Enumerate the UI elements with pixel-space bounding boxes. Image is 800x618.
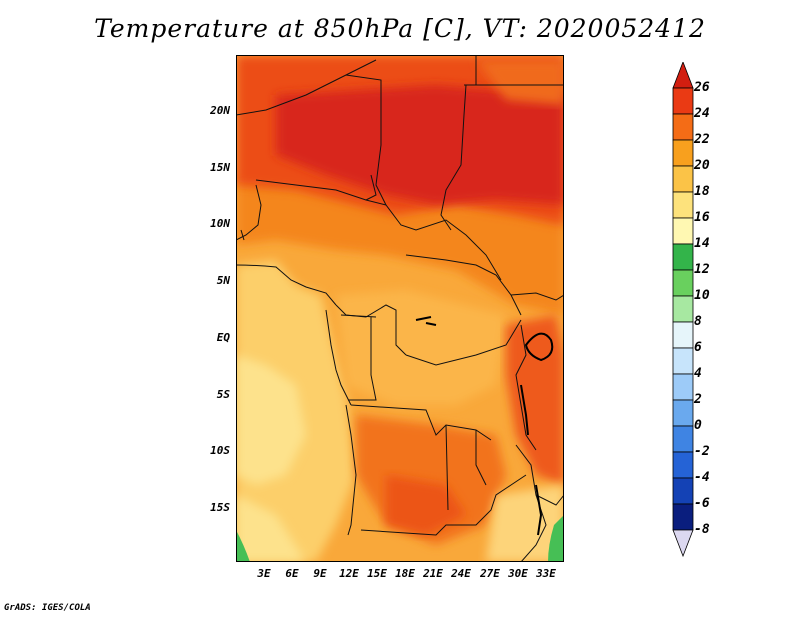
colorbar-segment (672, 321, 694, 349)
colorbar-segment (672, 529, 694, 558)
colorbar-label-neg6: -6 (694, 496, 710, 511)
temperature-map (236, 55, 564, 562)
colorbar-label-neg8: -8 (694, 522, 710, 537)
lat-label-10n: 10N (210, 217, 230, 230)
colorbar-label-6: 6 (694, 340, 702, 355)
lon-label-9e: 9E (313, 567, 327, 580)
colorbar-label-neg2: -2 (694, 444, 710, 459)
lon-label-33e: 33E (536, 567, 556, 580)
colorbar-label-0: 0 (694, 418, 702, 433)
colorbar-label-24: 24 (694, 106, 710, 121)
lon-label-30e: 30E (508, 567, 528, 580)
lon-label-18e: 18E (395, 567, 415, 580)
lon-label-12e: 12E (339, 567, 359, 580)
lat-label-10s: 10S (210, 444, 230, 457)
lon-label-6e: 6E (285, 567, 299, 580)
lon-label-15e: 15E (367, 567, 387, 580)
colorbar-segment (672, 113, 694, 141)
colorbar-segment (672, 295, 694, 323)
lon-label-24e: 24E (451, 567, 471, 580)
lat-label-15s: 15S (210, 501, 230, 514)
colorbar-label-18: 18 (694, 184, 710, 199)
lat-label-eq: EQ (216, 331, 230, 344)
lakes (415, 316, 554, 536)
colorbar-label-10: 10 (694, 288, 710, 303)
colorbar-label-14: 14 (694, 236, 710, 251)
chart-title: Temperature at 850hPa [C], VT: 202005241… (94, 14, 706, 43)
colorbar-label-12: 12 (694, 262, 710, 277)
colorbar-segment (672, 191, 694, 219)
colorbar-label-2: 2 (694, 392, 702, 407)
colorbar-label-22: 22 (694, 132, 710, 147)
colorbar-label-4: 4 (694, 366, 702, 381)
lon-label-27e: 27E (480, 567, 500, 580)
lat-label-5n: 5N (216, 274, 230, 287)
colorbar-segment (672, 425, 694, 453)
colorbar-segment (672, 451, 694, 479)
colorbar-segment (672, 217, 694, 245)
lon-label-3e: 3E (257, 567, 271, 580)
colorbar-segment (672, 62, 694, 89)
lat-label-15n: 15N (210, 161, 230, 174)
colorbar-segment (672, 87, 694, 115)
colorbar-label-neg4: -4 (694, 470, 710, 485)
lat-label-5s: 5S (216, 388, 230, 401)
colorbar-segment (672, 503, 694, 531)
colorbar-label-26: 26 (694, 80, 710, 95)
colorbar-label-8: 8 (694, 314, 702, 329)
colorbar-segment (672, 139, 694, 167)
grads-credit: GrADS: IGES/COLA (4, 603, 91, 613)
colorbar-segment (672, 243, 694, 271)
colorbar-segment (672, 347, 694, 375)
temperature-field (236, 55, 564, 562)
lon-label-21e: 21E (423, 567, 443, 580)
colorbar-segment (672, 165, 694, 193)
colorbar-segment (672, 399, 694, 427)
colorbar-label-16: 16 (694, 210, 710, 225)
color-bar (672, 62, 694, 558)
colorbar-segment (672, 269, 694, 297)
colorbar-label-20: 20 (694, 158, 710, 173)
colorbar-segment (672, 373, 694, 401)
colorbar-segment (672, 477, 694, 505)
lat-label-20n: 20N (210, 104, 230, 117)
country-borders (236, 55, 564, 562)
